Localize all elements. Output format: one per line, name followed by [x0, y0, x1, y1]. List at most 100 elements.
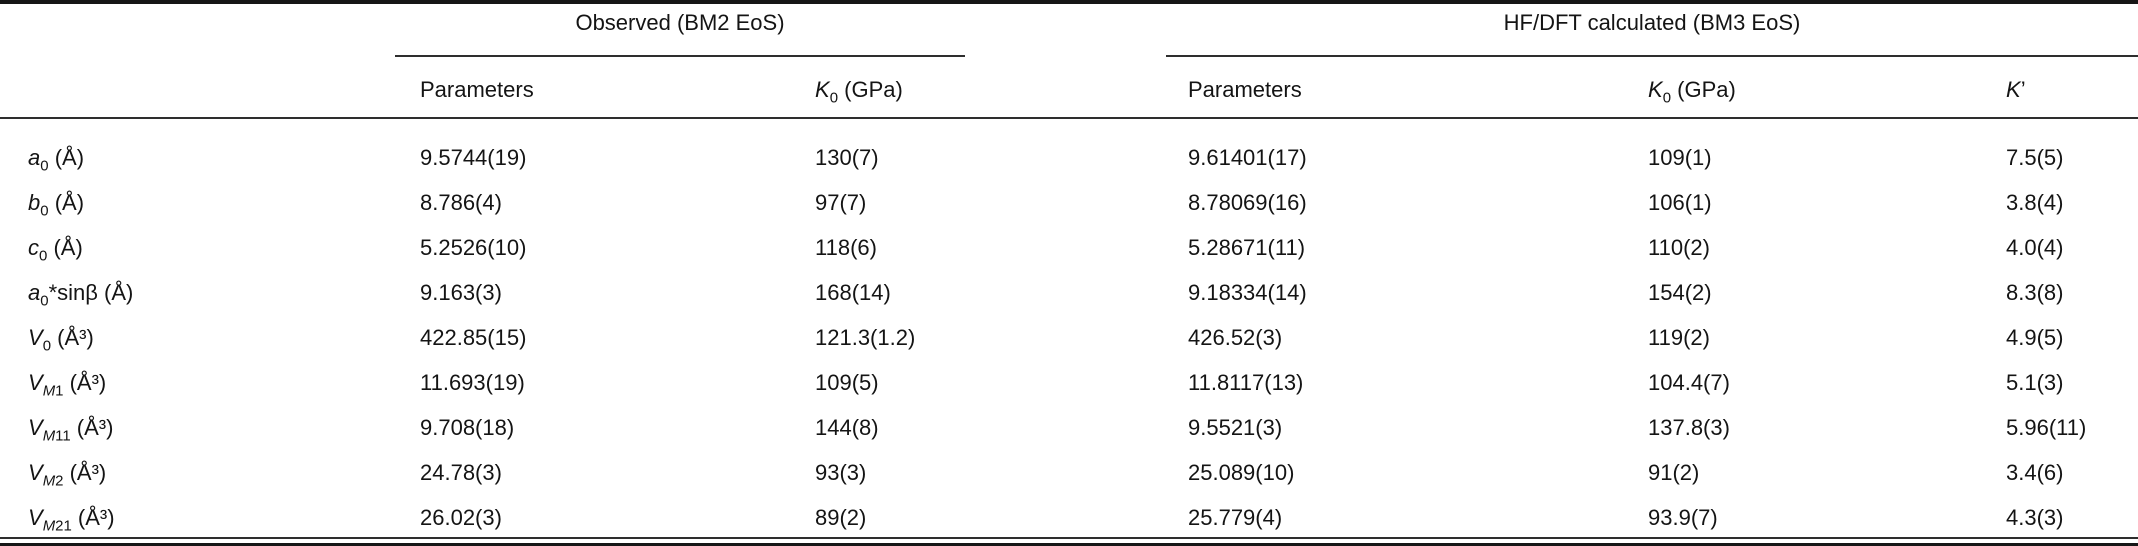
cell-calculated-parameter: 9.61401(17) — [1188, 144, 1307, 170]
row-label-suffix: (Å³) — [63, 369, 107, 395]
cell-calculated-k0: 109(1) — [1648, 144, 1712, 170]
cell-k-prime: 4.3(3) — [2006, 504, 2064, 530]
table-bottom-thin-rule — [0, 537, 2138, 539]
cell-k-prime: 4.0(4) — [2006, 234, 2064, 260]
row-label-suffix: (Å³) — [71, 504, 115, 530]
k0-symbol: K — [815, 77, 830, 102]
row-label: VM2 (Å³) — [0, 459, 420, 489]
row-label-symbol: V — [28, 369, 43, 395]
cell-observed-parameter: 24.78(3) — [420, 459, 502, 485]
row-label-symbol: V — [28, 324, 43, 350]
cell-k-prime: 5.96(11) — [2006, 414, 2087, 440]
row-label: c0 (Å) — [0, 234, 420, 264]
row-label-subscript: 0 — [40, 156, 49, 174]
cell-observed-parameter: 9.708(18) — [420, 414, 515, 440]
row-label-subscript: M2 — [42, 471, 64, 489]
cell-calculated-k0: 106(1) — [1648, 189, 1712, 215]
row-label-symbol: V — [28, 459, 43, 485]
row-label-suffix: (Å³) — [51, 324, 94, 350]
cell-observed-parameter: 11.693(19) — [420, 369, 525, 395]
cell-k-prime: 7.5(5) — [2006, 144, 2064, 170]
row-label-suffix: (Å) — [48, 144, 85, 170]
k-prime-mark: ’ — [2020, 77, 2026, 102]
cell-observed-parameter: 8.786(4) — [420, 189, 502, 215]
cell-observed-k0: 93(3) — [815, 459, 867, 485]
cell-observed-k0: 97(7) — [815, 189, 867, 215]
cell-observed-parameter: 9.163(3) — [420, 279, 502, 305]
table-body: a0 (Å) 9.5744(19) 130(7) 9.61401(17) 109(1) 7… — [0, 135, 2138, 540]
cell-observed-k0: 118(6) — [815, 234, 877, 260]
row-label-subscript: M1 — [42, 381, 64, 399]
cell-calculated-k0: 110(2) — [1648, 234, 1710, 260]
header-separator-rule — [0, 117, 2138, 119]
col-header-k-prime: K’ — [2006, 73, 2026, 107]
row-label-subscript: 0 — [39, 246, 48, 264]
cell-calculated-k0: 154(2) — [1648, 279, 1712, 305]
cell-calculated-parameter: 25.779(4) — [1188, 504, 1283, 530]
row-label-suffix: (Å³) — [70, 414, 114, 440]
col-header-k0-observed: K0 (GPa) — [815, 73, 903, 107]
cell-observed-k0: 109(5) — [815, 369, 879, 395]
cell-calculated-parameter: 9.5521(3) — [1188, 414, 1283, 440]
cell-k-prime: 3.8(4) — [2006, 189, 2064, 215]
k0-subscript: 0 — [829, 89, 839, 107]
row-label: a0*sinβ (Å) — [0, 279, 420, 309]
row-label-subscript: 0 — [40, 201, 49, 219]
row-label-subscript: 0 — [40, 291, 49, 309]
cell-observed-parameter: 26.02(3) — [420, 504, 502, 530]
row-label-subscript: 0 — [42, 336, 52, 354]
row-label: b0 (Å) — [0, 189, 420, 219]
cell-observed-parameter: 9.5744(19) — [420, 144, 527, 170]
cell-calculated-k0: 91(2) — [1648, 459, 1700, 485]
k0-symbol: K — [1648, 77, 1663, 102]
table-top-rule — [0, 0, 2138, 4]
row-label-suffix: (Å) — [47, 234, 83, 260]
row-label-suffix: (Å³) — [63, 459, 107, 485]
cell-calculated-k0: 137.8(3) — [1648, 414, 1730, 440]
cell-calculated-k0: 119(2) — [1648, 324, 1710, 350]
col-header-parameters-observed: Parameters — [420, 77, 534, 102]
cell-observed-k0: 144(8) — [815, 414, 879, 440]
row-label: VM1 (Å³) — [0, 369, 420, 399]
cell-observed-k0: 130(7) — [815, 144, 879, 170]
cell-observed-k0: 121.3(1.2) — [815, 324, 916, 350]
table-bottom-thick-rule — [0, 543, 2138, 546]
cell-calculated-parameter: 25.089(10) — [1188, 459, 1295, 485]
spanner-rule-calculated — [1166, 55, 2138, 57]
row-label-symbol: c — [28, 234, 39, 260]
row-label: a0 (Å) — [0, 144, 420, 174]
col-header-k0-calculated: K0 (GPa) — [1648, 73, 1736, 107]
k0-subscript: 0 — [1662, 89, 1672, 107]
row-label-symbol: V — [28, 414, 43, 440]
row-label-symbol: a — [28, 279, 41, 305]
row-label: VM11 (Å³) — [0, 414, 420, 444]
spanner-rule-observed — [395, 55, 965, 57]
cell-calculated-parameter: 8.78069(16) — [1188, 189, 1307, 215]
cell-calculated-parameter: 11.8117(13) — [1188, 369, 1304, 395]
row-label-suffix: *sinβ (Å) — [48, 279, 134, 305]
row-label-subscript: M11 — [42, 426, 71, 444]
cell-calculated-k0: 93.9(7) — [1648, 504, 1718, 530]
row-label-symbol: b — [28, 189, 41, 215]
row-label: V0 (Å³) — [0, 324, 420, 354]
column-group-header-observed: Observed (BM2 EoS) — [575, 10, 785, 35]
row-label-symbol: a — [28, 144, 41, 170]
cell-k-prime: 4.9(5) — [2006, 324, 2064, 350]
k-prime-symbol: K — [2006, 77, 2021, 102]
row-label-subscript: M21 — [42, 516, 72, 534]
cell-observed-k0: 89(2) — [815, 504, 867, 530]
cell-observed-parameter: 422.85(15) — [420, 324, 527, 350]
column-group-header-calculated: HF/DFT calculated (BM3 EoS) — [1503, 10, 1801, 35]
col-header-parameters-calculated: Parameters — [1188, 77, 1302, 102]
cell-observed-parameter: 5.2526(10) — [420, 234, 527, 260]
cell-k-prime: 3.4(6) — [2006, 459, 2064, 485]
cell-k-prime: 8.3(8) — [2006, 279, 2064, 305]
cell-calculated-parameter: 9.18334(14) — [1188, 279, 1307, 305]
k0-unit: (GPa) — [838, 77, 903, 102]
row-label-suffix: (Å) — [48, 189, 85, 215]
cell-calculated-k0: 104.4(7) — [1648, 369, 1730, 395]
cell-observed-k0: 168(14) — [815, 279, 891, 305]
k0-unit: (GPa) — [1671, 77, 1736, 102]
row-label-symbol: V — [28, 504, 43, 530]
